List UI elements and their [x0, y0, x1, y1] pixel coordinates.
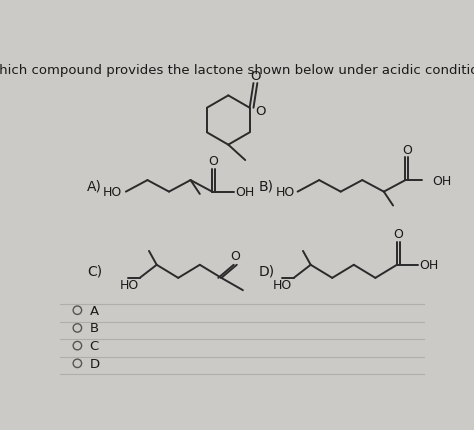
Text: A: A: [90, 304, 99, 317]
Text: C): C): [87, 264, 102, 277]
Text: OH: OH: [236, 186, 255, 199]
Text: OH: OH: [432, 174, 452, 187]
Text: HO: HO: [120, 278, 139, 291]
Text: D): D): [259, 264, 275, 277]
Text: D: D: [90, 357, 100, 370]
Text: O: O: [255, 105, 265, 118]
Text: O: O: [402, 144, 412, 157]
Text: O: O: [393, 228, 403, 241]
Text: O: O: [251, 70, 261, 83]
Text: HO: HO: [103, 186, 122, 199]
Text: Which compound provides the lactone shown below under acidic conditions?: Which compound provides the lactone show…: [0, 64, 474, 77]
Text: O: O: [209, 155, 219, 168]
Text: C: C: [90, 339, 99, 352]
Text: B): B): [259, 179, 274, 193]
Text: O: O: [230, 249, 240, 262]
Text: HO: HO: [273, 278, 292, 291]
Text: A): A): [87, 179, 102, 193]
Text: OH: OH: [419, 259, 439, 272]
Text: HO: HO: [276, 186, 295, 199]
Text: B: B: [90, 322, 99, 335]
